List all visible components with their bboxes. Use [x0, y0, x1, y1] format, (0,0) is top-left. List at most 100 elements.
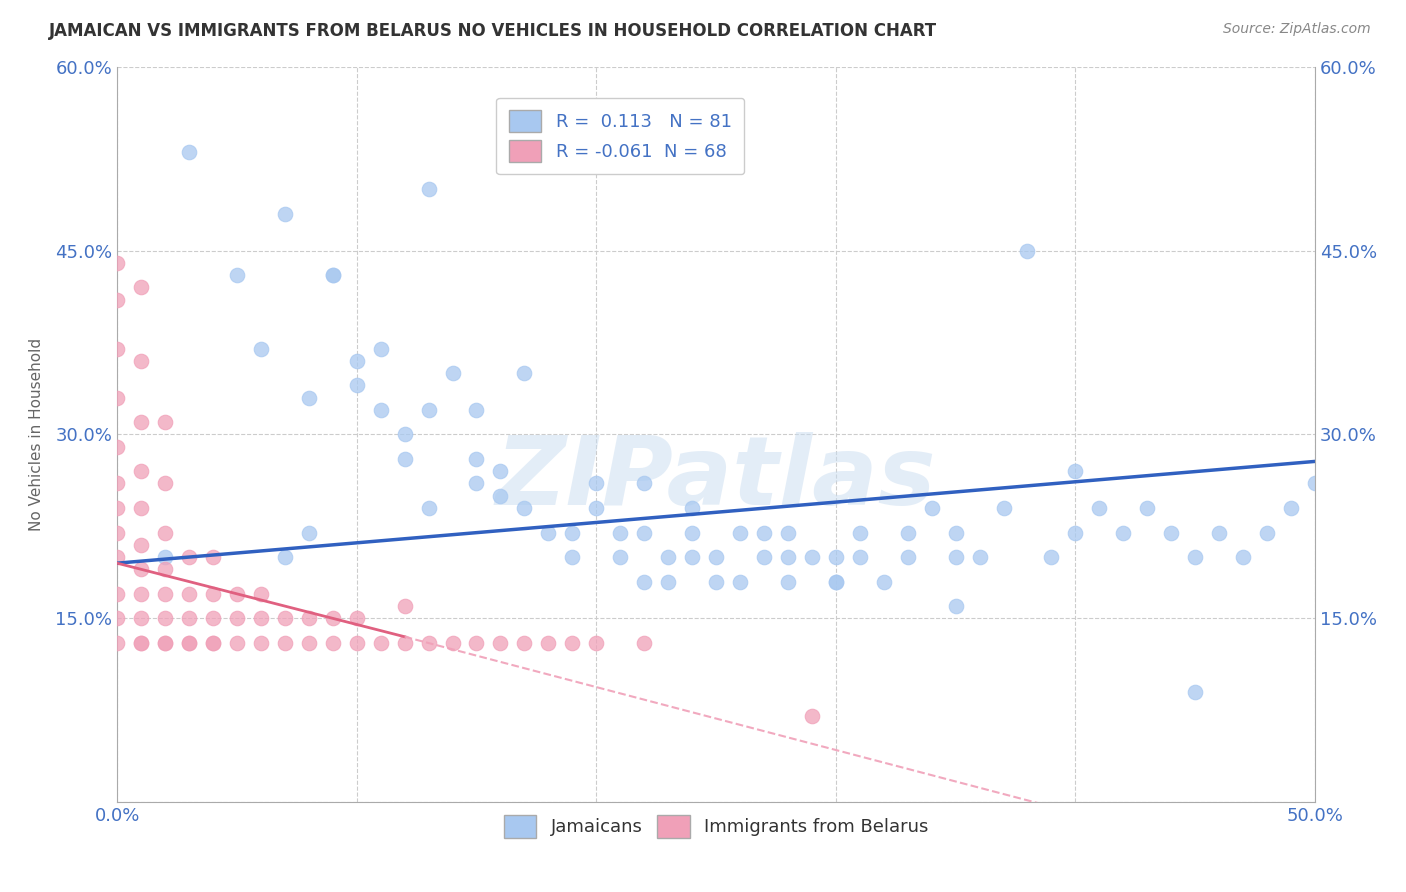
- Point: [153, 636, 176, 650]
- Y-axis label: No Vehicles in Household: No Vehicles in Household: [30, 338, 44, 531]
- Point: [105, 549, 128, 564]
- Point: [250, 636, 273, 650]
- Point: [105, 342, 128, 356]
- Point: [105, 501, 128, 516]
- Point: [346, 378, 368, 392]
- Point: [585, 636, 607, 650]
- Point: [824, 574, 846, 589]
- Point: [800, 549, 823, 564]
- Point: [657, 549, 679, 564]
- Point: [394, 452, 416, 467]
- Point: [609, 549, 631, 564]
- Point: [177, 587, 200, 601]
- Point: [537, 525, 560, 540]
- Point: [153, 476, 176, 491]
- Point: [1040, 549, 1063, 564]
- Point: [633, 525, 655, 540]
- Point: [1184, 685, 1206, 699]
- Point: [513, 366, 536, 380]
- Point: [370, 636, 392, 650]
- Point: [1208, 525, 1230, 540]
- Point: [752, 549, 775, 564]
- Point: [346, 611, 368, 625]
- Point: [394, 427, 416, 442]
- Point: [849, 549, 872, 564]
- Point: [129, 562, 152, 576]
- Point: [298, 636, 321, 650]
- Point: [129, 611, 152, 625]
- Point: [129, 415, 152, 429]
- Point: [824, 549, 846, 564]
- Point: [609, 525, 631, 540]
- Point: [873, 574, 896, 589]
- Point: [1088, 501, 1111, 516]
- Point: [322, 268, 344, 282]
- Point: [585, 476, 607, 491]
- Point: [418, 403, 440, 417]
- Point: [513, 636, 536, 650]
- Point: [824, 574, 846, 589]
- Point: [274, 207, 297, 221]
- Point: [105, 293, 128, 307]
- Point: [441, 636, 464, 650]
- Point: [153, 636, 176, 650]
- Point: [921, 501, 943, 516]
- Point: [1064, 464, 1087, 478]
- Point: [441, 366, 464, 380]
- Point: [1303, 476, 1326, 491]
- Point: [370, 403, 392, 417]
- Point: [105, 636, 128, 650]
- Point: [226, 268, 249, 282]
- Point: [681, 501, 703, 516]
- Point: [633, 476, 655, 491]
- Point: [776, 549, 799, 564]
- Point: [633, 636, 655, 650]
- Point: [201, 587, 224, 601]
- Point: [776, 525, 799, 540]
- Point: [153, 611, 176, 625]
- Point: [1256, 525, 1278, 540]
- Point: [153, 587, 176, 601]
- Point: [489, 464, 512, 478]
- Point: [993, 501, 1015, 516]
- Point: [177, 636, 200, 650]
- Point: [849, 525, 872, 540]
- Point: [201, 636, 224, 650]
- Point: [728, 525, 751, 540]
- Point: [129, 280, 152, 294]
- Point: [1184, 549, 1206, 564]
- Point: [465, 636, 488, 650]
- Point: [250, 611, 273, 625]
- Point: [201, 549, 224, 564]
- Point: [681, 549, 703, 564]
- Point: [226, 587, 249, 601]
- Point: [298, 611, 321, 625]
- Point: [776, 574, 799, 589]
- Point: [585, 501, 607, 516]
- Point: [129, 354, 152, 368]
- Point: [129, 538, 152, 552]
- Point: [129, 636, 152, 650]
- Point: [704, 574, 727, 589]
- Point: [513, 501, 536, 516]
- Point: [394, 636, 416, 650]
- Point: [322, 611, 344, 625]
- Point: [105, 525, 128, 540]
- Point: [177, 549, 200, 564]
- Point: [418, 501, 440, 516]
- Point: [129, 636, 152, 650]
- Point: [465, 452, 488, 467]
- Point: [561, 549, 583, 564]
- Point: [633, 574, 655, 589]
- Point: [105, 587, 128, 601]
- Point: [153, 415, 176, 429]
- Point: [681, 525, 703, 540]
- Point: [969, 549, 991, 564]
- Point: [1017, 244, 1039, 258]
- Point: [274, 636, 297, 650]
- Point: [657, 574, 679, 589]
- Point: [945, 549, 967, 564]
- Point: [800, 709, 823, 723]
- Point: [129, 464, 152, 478]
- Point: [250, 342, 273, 356]
